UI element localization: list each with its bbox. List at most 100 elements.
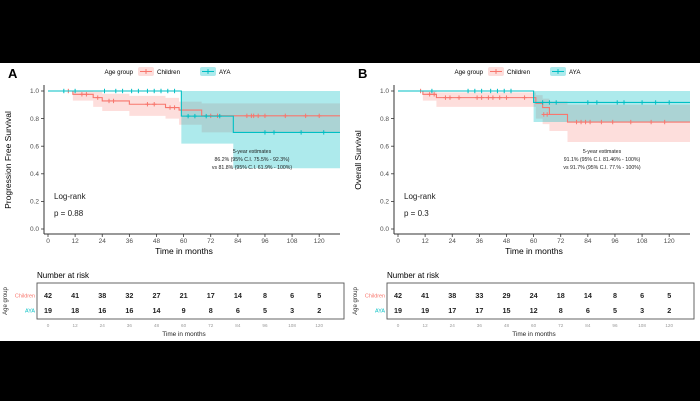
ci-band-children — [72, 91, 341, 133]
risk-count: 42 — [44, 291, 52, 300]
panel-label: B — [358, 66, 367, 81]
risk-count: 18 — [557, 291, 565, 300]
risk-count: 5 — [613, 306, 617, 315]
km-curve-children — [398, 90, 690, 123]
risk-count: 6 — [236, 306, 240, 315]
risk-axis-tick-label: 48 — [504, 323, 510, 328]
risk-axis-tick-label: 60 — [531, 323, 537, 328]
y-tick-label: 0.4 — [380, 171, 389, 178]
risk-axis-tick-label: 120 — [665, 323, 673, 328]
x-tick-label: 12 — [422, 238, 430, 245]
y-tick-label: 0.2 — [30, 199, 39, 206]
estimate-annotation-line: 91.1% (95% C.I. 81.46% - 100%) — [564, 157, 641, 163]
risk-table-title: Number at risk — [37, 271, 90, 280]
legend-label-aya: AYA — [569, 69, 581, 76]
panel-a-kaplan-meier: 1.00.80.60.40.20.00 12 24 36 48 60 72 84 96 108 12… — [3, 66, 345, 338]
x-tick-label: 36 — [476, 238, 484, 245]
risk-count: 5 — [667, 291, 671, 300]
y-tick-label: 0.8 — [30, 116, 39, 123]
risk-axis-tick-label: 0 — [47, 323, 50, 328]
x-tick-label: 72 — [207, 238, 215, 245]
legend-label-aya: AYA — [219, 69, 231, 76]
risk-count: 2 — [317, 306, 321, 315]
risk-count: 16 — [98, 306, 106, 315]
x-tick-label: 120 — [314, 238, 325, 245]
x-tick-label: 24 — [449, 238, 457, 245]
risk-count: 17 — [475, 306, 483, 315]
y-tick-label: 0.2 — [380, 199, 389, 206]
risk-table-border — [386, 282, 695, 320]
risk-count: 14 — [234, 291, 242, 300]
risk-count: 19 — [421, 306, 429, 315]
risk-axis-tick-label: 84 — [235, 323, 241, 328]
risk-axis-title: Time in months — [512, 331, 555, 338]
y-tick-label: 1.0 — [30, 88, 39, 95]
risk-count: 6 — [586, 306, 590, 315]
risk-count: 8 — [209, 306, 213, 315]
risk-axis-tick-label: 12 — [423, 323, 429, 328]
x-tick-label: 108 — [637, 238, 648, 245]
risk-count: 14 — [152, 306, 160, 315]
risk-axis-tick-label: 60 — [181, 323, 187, 328]
risk-axis-tick-label: 0 — [397, 323, 400, 328]
y-tick-label: 0.6 — [30, 143, 39, 150]
risk-table-ylabel: Age group — [3, 287, 9, 315]
x-tick-label: 96 — [611, 238, 619, 245]
x-tick-label: 36 — [126, 238, 134, 245]
estimate-annotation-line: 5-year estimates — [583, 149, 622, 155]
survival-figure: 1.0 0.8 0.6 0.4 0.2 0.0 0 12 24 36 48 60 72 84 96 108 12… — [0, 63, 700, 341]
x-tick-label: 24 — [99, 238, 107, 245]
estimate-annotation-line: 86.2% (95% C.I. 75.5% - 92.3%) — [215, 157, 290, 163]
x-axis-title: Time in months — [505, 246, 563, 256]
risk-count: 6 — [640, 291, 644, 300]
legend-label-children: Children — [157, 69, 181, 76]
risk-count: 41 — [71, 291, 79, 300]
risk-count: 5 — [263, 306, 267, 315]
legend: Age group Children AYA — [454, 67, 581, 76]
risk-row-label-aya: AYA — [25, 309, 35, 315]
risk-count: 2 — [667, 306, 671, 315]
risk-axis-tick-label: 96 — [262, 323, 268, 328]
censor-marks-aya — [429, 88, 672, 105]
risk-axis-tick-label: 48 — [154, 323, 160, 328]
y-tick-label: 0.4 — [30, 171, 39, 178]
risk-count: 15 — [502, 306, 510, 315]
risk-count: 3 — [640, 306, 644, 315]
y-tick-label: 1.0 — [380, 88, 389, 95]
risk-axis-title: Time in months — [162, 331, 205, 338]
logrank-label: Log-rank — [54, 192, 87, 201]
risk-count: 17 — [207, 291, 215, 300]
estimate-annotation-line: vs 81.8% (95% C.I. 61.9% - 100%) — [212, 165, 292, 171]
risk-table-border — [36, 282, 345, 320]
risk-count: 8 — [559, 306, 563, 315]
risk-axis-tick-label: 36 — [477, 323, 483, 328]
risk-count: 29 — [502, 291, 510, 300]
x-axis-title: Time in months — [155, 246, 213, 256]
x-tick-label: 108 — [287, 238, 298, 245]
x-tick-label: 120 — [664, 238, 675, 245]
risk-axis-tick-label: 36 — [127, 323, 133, 328]
risk-count: 19 — [394, 306, 402, 315]
risk-count: 32 — [125, 291, 133, 300]
risk-count: 16 — [125, 306, 133, 315]
risk-count: 17 — [448, 306, 456, 315]
risk-count: 38 — [448, 291, 456, 300]
estimate-annotation-line: vs 91.7% (95% C.I. 77.% - 100%) — [563, 165, 641, 171]
risk-axis-tick-label: 84 — [585, 323, 591, 328]
ci-band-aya — [181, 91, 340, 169]
risk-axis-tick-label: 24 — [450, 323, 456, 328]
ci-band-aya — [533, 91, 690, 123]
x-tick-label: 60 — [180, 238, 188, 245]
risk-count: 3 — [290, 306, 294, 315]
risk-count: 33 — [475, 291, 483, 300]
y-tick-label: 0.0 — [30, 226, 39, 233]
y-tick-label: 0.0 — [380, 226, 389, 233]
censor-marks-aya — [61, 88, 326, 135]
y-axis-title: Progression Free Survival — [3, 111, 13, 209]
risk-axis-tick-label: 72 — [208, 323, 214, 328]
risk-count: 8 — [263, 291, 267, 300]
risk-count: 12 — [530, 306, 538, 315]
